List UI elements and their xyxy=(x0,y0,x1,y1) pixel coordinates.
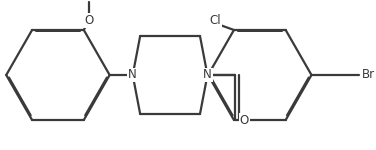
Text: Br: Br xyxy=(362,69,375,81)
Text: Cl: Cl xyxy=(209,14,221,27)
Text: O: O xyxy=(240,114,249,126)
Text: O: O xyxy=(84,14,94,27)
Text: N: N xyxy=(128,69,137,81)
Text: N: N xyxy=(203,69,212,81)
